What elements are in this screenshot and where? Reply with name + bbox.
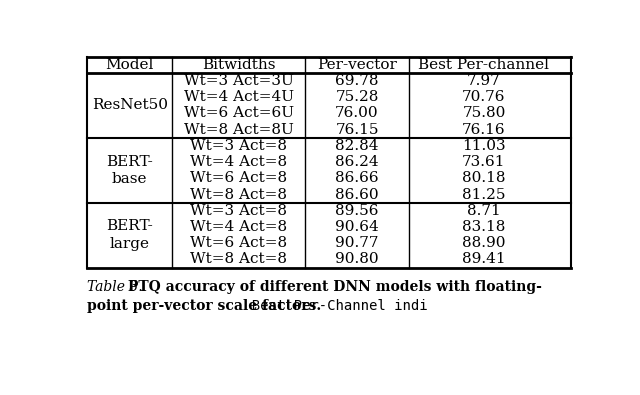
Text: Model: Model — [106, 58, 154, 71]
Text: 90.64: 90.64 — [335, 220, 379, 234]
Text: Wt=6 Act=8: Wt=6 Act=8 — [190, 171, 287, 185]
Text: BERT-
large: BERT- large — [106, 220, 153, 251]
Text: Wt=3 Act=8: Wt=3 Act=8 — [190, 204, 287, 218]
Text: 83.18: 83.18 — [462, 220, 506, 234]
Text: point per-vector scale factors.: point per-vector scale factors. — [88, 299, 322, 312]
Text: Per-vector: Per-vector — [317, 58, 397, 71]
Text: 81.25: 81.25 — [462, 188, 506, 201]
Text: ResNet50: ResNet50 — [92, 98, 168, 112]
Text: Wt=6 Act=8: Wt=6 Act=8 — [190, 236, 287, 250]
Text: 75.28: 75.28 — [335, 90, 379, 104]
Text: Wt=6 Act=6U: Wt=6 Act=6U — [184, 106, 294, 120]
Text: 86.66: 86.66 — [335, 171, 379, 185]
Text: 76.16: 76.16 — [462, 122, 506, 137]
Text: 86.24: 86.24 — [335, 155, 379, 169]
Text: Wt=4 Act=8: Wt=4 Act=8 — [190, 155, 287, 169]
Text: 82.84: 82.84 — [335, 139, 379, 153]
Text: 76.15: 76.15 — [335, 122, 379, 137]
Text: 7.97: 7.97 — [467, 74, 501, 88]
Text: Bitwidths: Bitwidths — [202, 58, 275, 71]
Text: 89.56: 89.56 — [335, 204, 379, 218]
Text: Wt=8 Act=8: Wt=8 Act=8 — [190, 188, 287, 201]
Text: 76.00: 76.00 — [335, 106, 379, 120]
Text: Wt=4 Act=8: Wt=4 Act=8 — [190, 220, 287, 234]
Text: Wt=8 Act=8: Wt=8 Act=8 — [190, 252, 287, 267]
Text: 90.77: 90.77 — [335, 236, 379, 250]
Text: Best Per-Channel indi: Best Per-Channel indi — [236, 299, 428, 312]
Text: 89.41: 89.41 — [462, 252, 506, 267]
Text: 69.78: 69.78 — [335, 74, 379, 88]
Text: 70.76: 70.76 — [462, 90, 506, 104]
Text: Wt=3 Act=8: Wt=3 Act=8 — [190, 139, 287, 153]
Text: 75.80: 75.80 — [462, 106, 506, 120]
Text: 88.90: 88.90 — [462, 236, 506, 250]
Text: Wt=8 Act=8U: Wt=8 Act=8U — [184, 122, 294, 137]
Text: Table 3.: Table 3. — [88, 280, 143, 294]
Text: 11.03: 11.03 — [462, 139, 506, 153]
Text: Wt=3 Act=3U: Wt=3 Act=3U — [184, 74, 294, 88]
Text: 86.60: 86.60 — [335, 188, 379, 201]
Text: Best Per-channel: Best Per-channel — [419, 58, 550, 71]
Text: BERT-
base: BERT- base — [106, 154, 153, 186]
Text: Wt=4 Act=4U: Wt=4 Act=4U — [184, 90, 294, 104]
Text: 80.18: 80.18 — [462, 171, 506, 185]
Text: PTQ accuracy of different DNN models with floating-: PTQ accuracy of different DNN models wit… — [123, 280, 542, 294]
Text: 90.80: 90.80 — [335, 252, 379, 267]
Text: 8.71: 8.71 — [467, 204, 501, 218]
Text: 73.61: 73.61 — [462, 155, 506, 169]
